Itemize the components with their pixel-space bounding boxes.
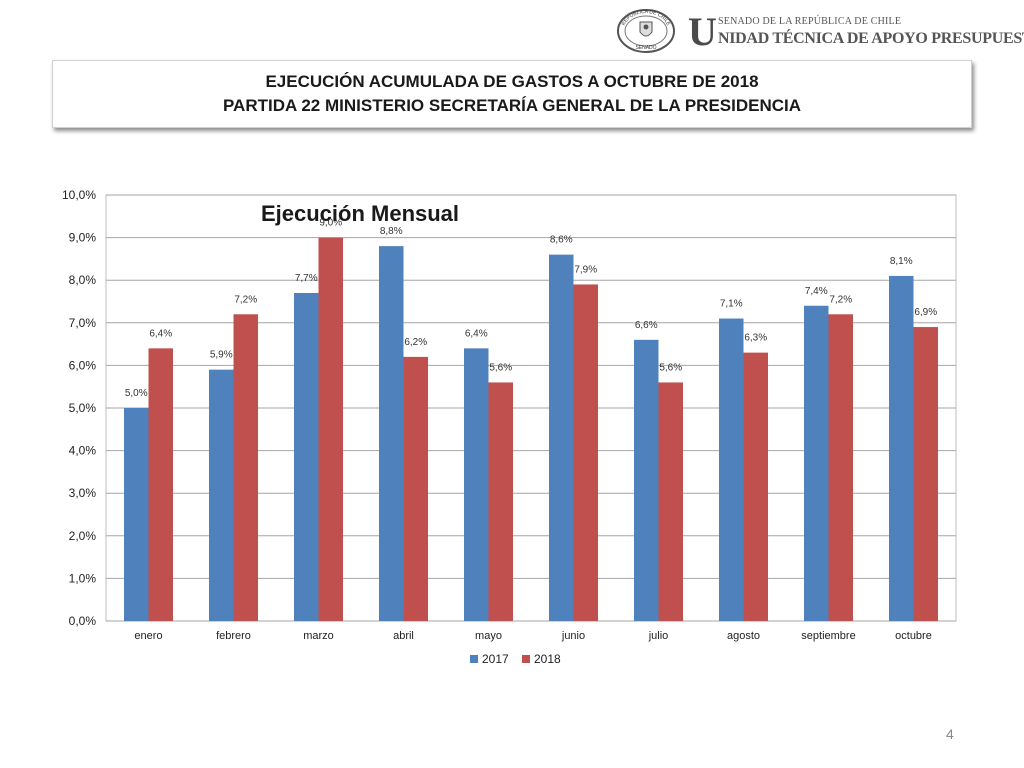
legend-label: 2018: [534, 652, 561, 666]
x-tick-label: junio: [561, 630, 585, 642]
title-box: EJECUCIÓN ACUMULADA DE GASTOS A OCTUBRE …: [52, 60, 972, 128]
bar-2018: [828, 314, 853, 621]
bar-2018: [318, 237, 343, 621]
data-label: 5,6%: [489, 362, 512, 373]
data-label: 7,1%: [720, 299, 743, 310]
x-tick-label: agosto: [727, 630, 760, 642]
bar-2017: [804, 305, 829, 621]
bar-2017: [634, 339, 659, 621]
page-title: EJECUCIÓN ACUMULADA DE GASTOS A OCTUBRE …: [265, 72, 759, 91]
y-tick-label: 9,0%: [69, 231, 97, 245]
y-tick-label: 1,0%: [69, 571, 97, 585]
data-label: 7,2%: [234, 294, 257, 305]
page-number: 4: [946, 726, 954, 742]
data-label: 6,3%: [744, 333, 767, 344]
bar-2017: [889, 275, 914, 621]
data-label: 5,9%: [210, 350, 233, 361]
bar-chart: 0,0% 1,0% 2,0% 3,0% 4,0% 5,0% 6,0% 7,0% 8,0% 9,0%…: [62, 188, 957, 666]
bar-2018: [488, 382, 513, 621]
seal-bottom-text: SENADO: [635, 45, 656, 51]
data-label: 9,0%: [319, 218, 342, 229]
legend-label: 2017: [482, 652, 509, 666]
bar-2018: [233, 314, 258, 621]
bar-2017: [464, 348, 489, 621]
bar-2018: [403, 356, 428, 621]
bar-2018: [148, 348, 173, 621]
x-tick-label: octubre: [895, 630, 932, 642]
bar-2017: [209, 369, 234, 621]
data-label: 6,6%: [635, 320, 658, 331]
bar-2018: [913, 327, 938, 621]
y-tick-label: 10,0%: [62, 188, 96, 202]
logo-letter: U: [688, 9, 717, 54]
x-tick-label: enero: [134, 630, 162, 642]
y-tick-label: 6,0%: [69, 358, 97, 372]
legend-swatch-2018: [522, 655, 530, 663]
bar-2018: [743, 352, 768, 621]
x-tick-label: septiembre: [801, 630, 855, 642]
org-line-senate: SENADO DE LA REPÚBLICA DE CHILE: [718, 16, 902, 27]
chart-title: Ejecución Mensual: [261, 201, 459, 226]
x-tick-label: julio: [648, 630, 669, 642]
y-tick-label: 7,0%: [69, 316, 97, 330]
header-logo: REPÚBLICA DE CHILE SENADO U SENADO DE LA…: [612, 6, 1024, 56]
data-label: 6,9%: [914, 307, 937, 318]
data-label: 5,6%: [659, 362, 682, 373]
y-tick-label: 0,0%: [69, 614, 97, 628]
data-label: 6,2%: [404, 337, 427, 348]
data-label: 7,2%: [829, 294, 852, 305]
x-tick-label: abril: [393, 630, 414, 642]
senate-seal-icon: REPÚBLICA DE CHILE SENADO: [617, 9, 675, 53]
org-name: U SENADO DE LA REPÚBLICA DE CHILE NIDAD …: [688, 10, 1024, 54]
data-label: 5,0%: [125, 388, 148, 399]
data-label: 7,7%: [295, 273, 318, 284]
y-tick-label: 8,0%: [69, 273, 97, 287]
data-label: 8,8%: [380, 226, 403, 237]
page-subtitle: PARTIDA 22 MINISTERIO SECRETARÍA GENERAL…: [222, 96, 802, 115]
data-label: 7,9%: [574, 264, 597, 275]
x-tick-label: marzo: [303, 630, 334, 642]
bar-2018: [573, 284, 598, 621]
x-tick-label: mayo: [475, 630, 502, 642]
y-tick-label: 5,0%: [69, 401, 97, 415]
data-label: 7,4%: [805, 286, 828, 297]
y-tick-label: 4,0%: [69, 444, 97, 458]
y-tick-label: 3,0%: [69, 486, 97, 500]
y-tick-label: 2,0%: [69, 529, 97, 543]
bar-2017: [294, 292, 319, 621]
org-line-unit: NIDAD TÉCNICA DE APOYO PRESUPUESTARIO: [718, 30, 1024, 47]
bar-2017: [124, 408, 149, 621]
bar-2018: [658, 382, 683, 621]
legend-swatch-2017: [470, 655, 478, 663]
data-label: 6,4%: [465, 328, 488, 339]
bar-2017: [719, 318, 744, 621]
x-tick-label: febrero: [216, 630, 251, 642]
data-label: 6,4%: [149, 328, 172, 339]
data-label: 8,1%: [890, 256, 913, 267]
bar-2017: [549, 254, 574, 621]
bar-2017: [379, 246, 404, 621]
data-label: 8,6%: [550, 235, 573, 246]
